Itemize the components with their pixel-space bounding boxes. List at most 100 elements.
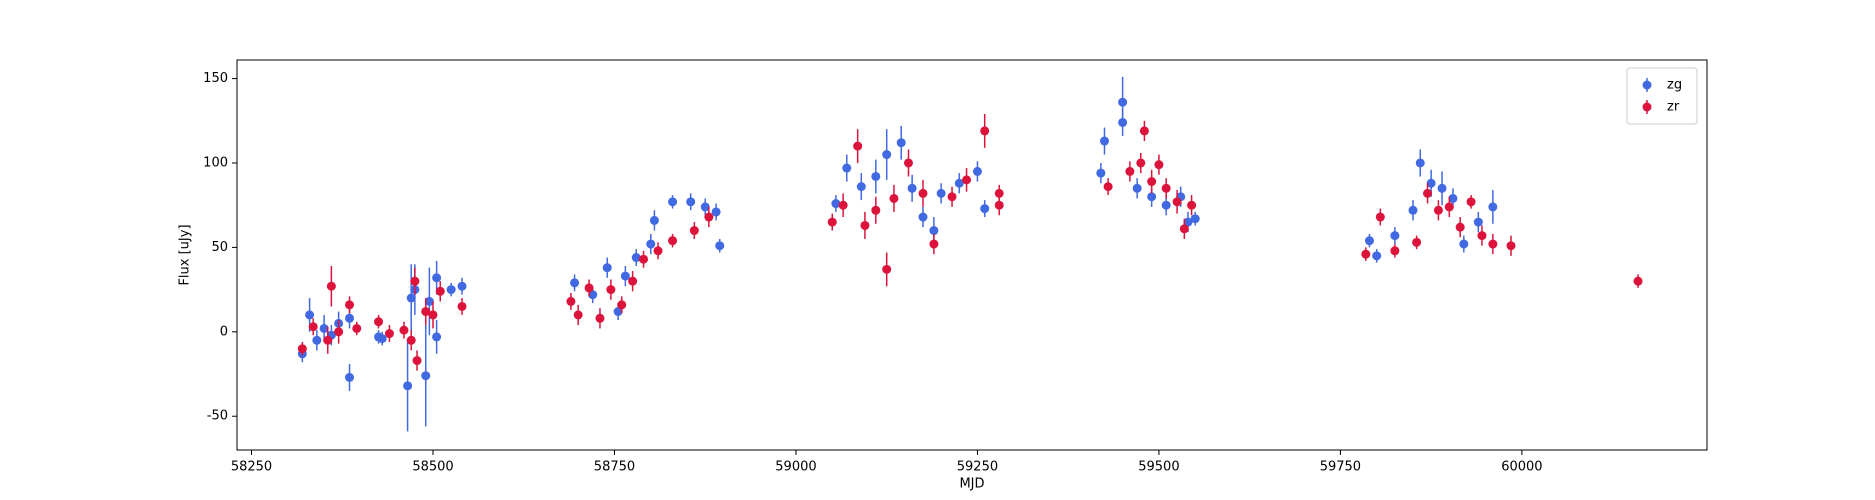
data-point [406,335,416,345]
data-point [399,325,409,335]
data-point [1488,239,1498,249]
data-point [838,200,848,210]
data-point [1361,249,1371,259]
data-point [377,334,387,344]
data-point [384,329,394,339]
data-point [352,323,362,333]
data-point [613,307,623,317]
y-tick-label: 50 [211,240,228,255]
data-point [889,193,899,203]
data-point [1390,246,1400,256]
data-point [1437,183,1447,193]
data-point [929,226,939,236]
data-point [896,138,906,148]
data-point [1444,202,1454,212]
data-point [882,264,892,274]
data-point [297,344,307,354]
data-point [323,335,333,345]
data-point [1136,158,1146,168]
data-point [345,313,355,323]
data-point [1099,136,1109,146]
legend-marker [1642,102,1652,112]
data-point [831,199,841,209]
data-point [446,285,456,295]
data-point [305,310,315,320]
legend-marker [1642,80,1652,90]
data-point [312,335,322,345]
data-point [308,322,318,332]
data-point [1147,192,1157,202]
data-point [1103,182,1113,192]
x-tick-label: 58750 [594,460,635,475]
data-point [412,356,422,366]
x-tick-label: 59250 [957,460,998,475]
data-point [1433,205,1443,215]
x-tick-label: 59500 [1138,460,1179,475]
data-point [374,317,384,327]
data-point [689,226,699,236]
x-tick-label: 60000 [1501,460,1542,475]
data-point [432,332,442,342]
data-point [1375,212,1385,222]
data-point [1408,205,1418,215]
data-point [639,254,649,264]
data-point [1459,239,1469,249]
y-tick-label: 100 [203,155,228,170]
data-point [994,188,1004,198]
legend-box [1626,67,1698,125]
data-point [704,212,714,222]
x-tick-label: 59000 [775,460,816,475]
data-point [1179,224,1189,234]
data-point [715,241,725,251]
data-point [972,166,982,176]
data-point [962,175,972,185]
data-point [882,150,892,160]
data-point [1161,200,1171,210]
data-point [1096,168,1106,178]
data-point [1147,177,1157,187]
y-tick-label: 0 [220,324,228,339]
data-point [827,217,837,227]
data-point [936,188,946,198]
data-point [1125,166,1135,176]
data-point [947,192,957,202]
data-point [421,371,431,381]
data-point [1473,217,1483,227]
data-point [606,285,616,295]
data-point [653,246,663,256]
data-point [570,278,580,288]
data-point [631,253,641,263]
data-point [929,239,939,249]
data-point [432,273,442,283]
data-point [345,300,355,310]
data-point [628,276,638,286]
data-point [617,300,627,310]
data-point [421,307,431,317]
x-tick-label: 58250 [231,460,272,475]
data-point [1415,158,1425,168]
data-point [1488,202,1498,212]
data-point [1412,237,1422,247]
data-point [980,204,990,214]
data-point [1390,231,1400,241]
data-point [595,313,605,323]
data-point [907,183,917,193]
data-point [711,207,721,217]
data-point [1466,197,1476,207]
plot-frame [236,59,1708,451]
data-point [435,286,445,296]
y-tick-label: 150 [203,71,228,86]
data-point [602,263,612,273]
x-axis-label: MJD [959,477,984,492]
data-point [1190,214,1200,224]
data-point [410,276,420,286]
x-tick-label: 58500 [412,460,453,475]
data-point [918,188,928,198]
data-point [566,296,576,306]
data-point [424,296,434,306]
data-point [1364,236,1374,246]
data-point [588,290,598,300]
data-point [649,215,659,225]
data-point [406,293,416,303]
